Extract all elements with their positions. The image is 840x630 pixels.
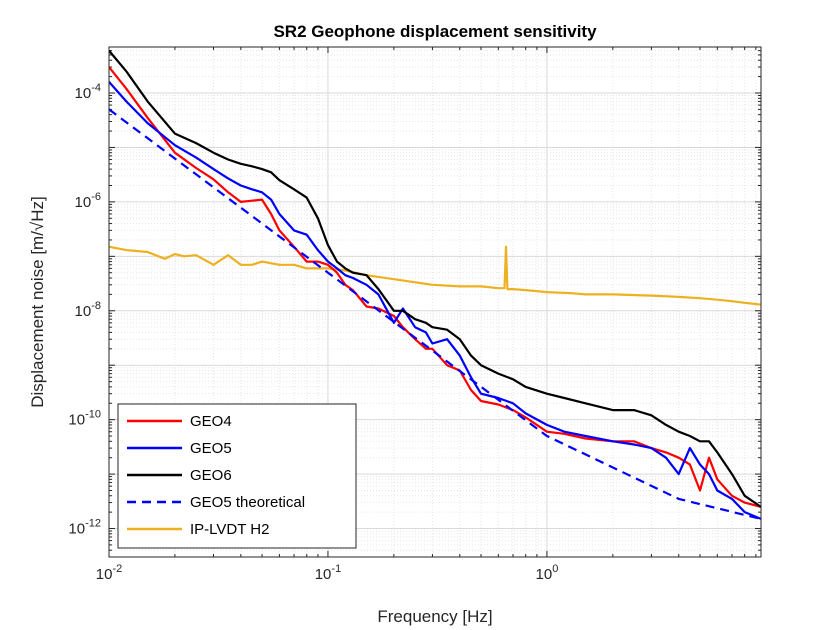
x-tick-label: 100 [536, 563, 559, 583]
series-line-geo5 [109, 81, 761, 520]
x-tick-label: 10-2 [96, 563, 122, 583]
series-line-geo5-theoretical [109, 108, 761, 520]
tick-labels: 10-2 10-1 100 10-12 10-10 10-8 10-6 10-4 [68, 82, 558, 583]
x-tick-label: 10-1 [315, 563, 341, 583]
series-lines [109, 49, 761, 520]
series-line-ip-lvdt-h2 [109, 245, 761, 306]
y-axis-label: Displacement noise [m/√Hz] [28, 196, 47, 408]
legend-label: GEO4 [190, 413, 232, 430]
y-tick-label: 10-10 [68, 409, 101, 429]
series-line-geo6 [109, 49, 761, 508]
y-tick-label: 10-4 [75, 82, 101, 102]
y-tick-label: 10-6 [75, 191, 101, 211]
x-axis-label: Frequency [Hz] [377, 607, 492, 626]
chart-title: SR2 Geophone displacement sensitivity [273, 22, 597, 41]
plot-frame [108, 46, 762, 558]
legend-label: IP-LVDT H2 [190, 521, 269, 538]
series-line-geo4 [109, 66, 761, 508]
legend-label: GEO6 [190, 467, 232, 484]
legend-label: GEO5 [190, 440, 232, 457]
legend-label: GEO5 theoretical [190, 494, 305, 511]
legend: GEO4 GEO5 GEO6 GEO5 theoretical IP-LVDT H2 [117, 403, 357, 549]
y-tick-label: 10-12 [68, 518, 101, 538]
y-tick-label: 10-8 [75, 300, 101, 320]
